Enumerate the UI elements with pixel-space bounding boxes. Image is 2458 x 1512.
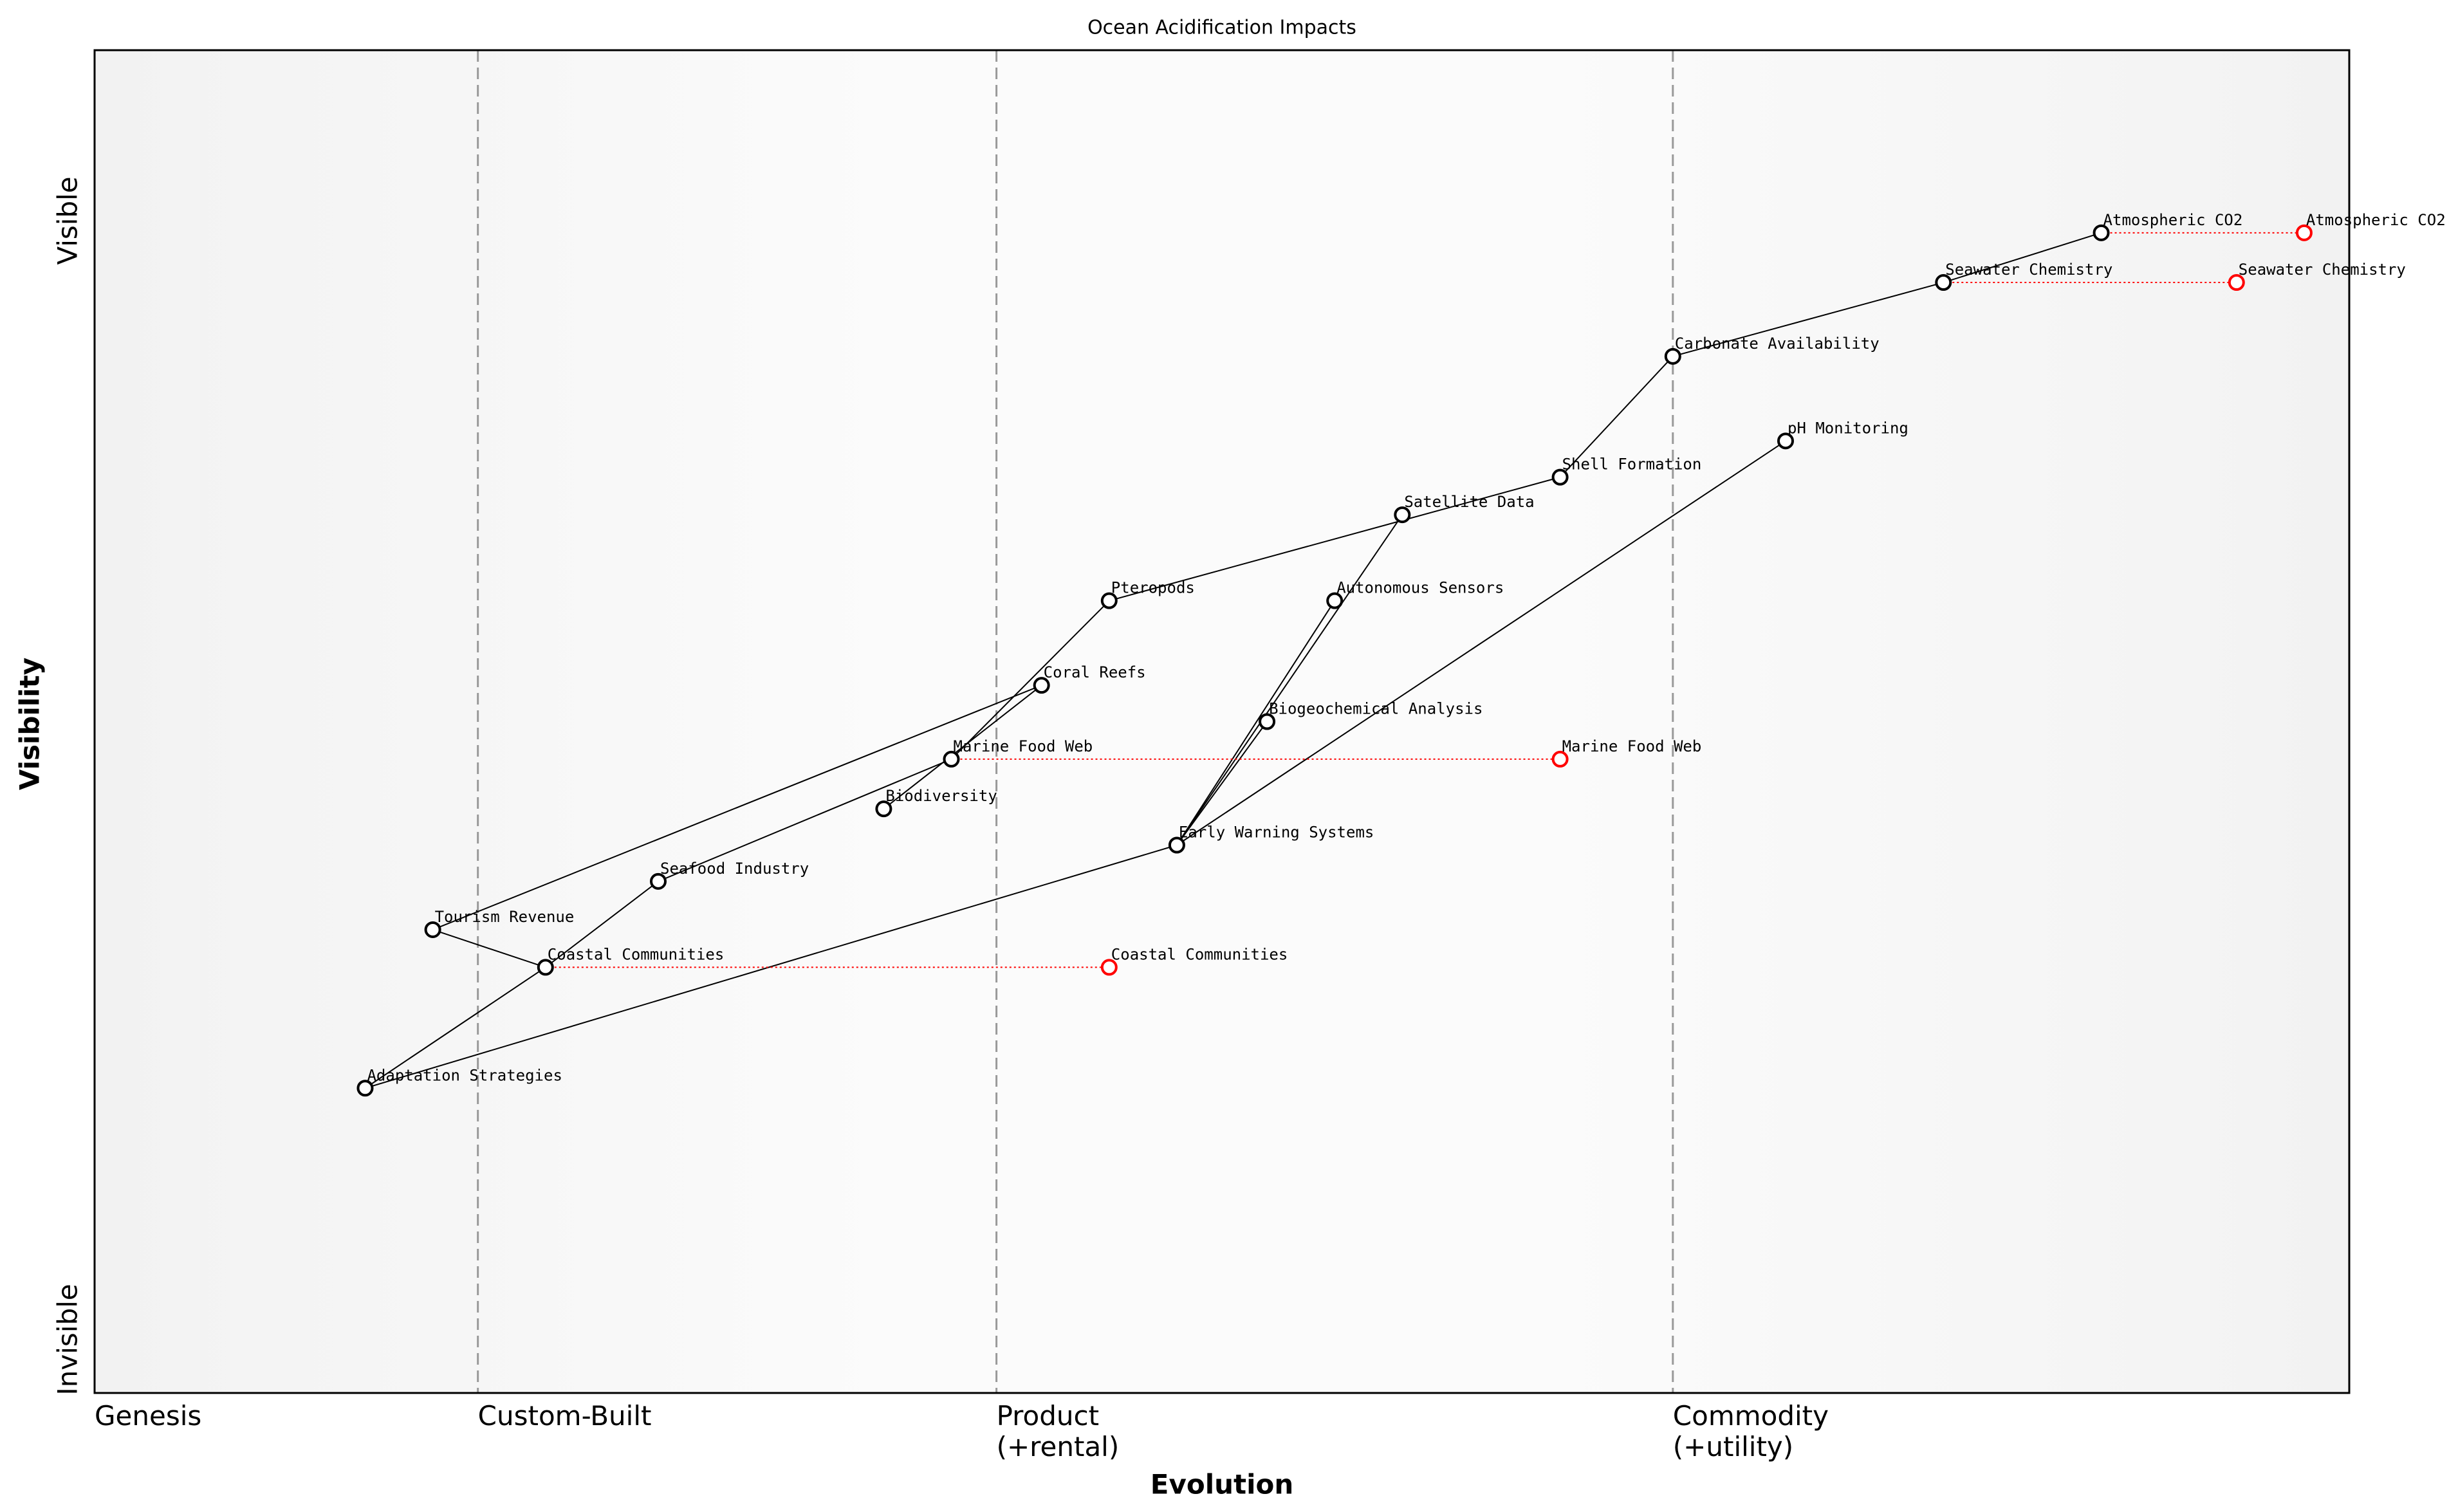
component	[1100, 592, 1118, 609]
component	[1259, 713, 1276, 730]
component-label: Carbonate Availability	[1675, 335, 1880, 353]
y-end-label: Visible	[52, 176, 84, 264]
component-label: Adaptation Strategies	[367, 1066, 562, 1084]
dependency-link	[1559, 356, 1674, 478]
component-label: Biodiversity	[885, 787, 997, 805]
evolution-target	[1100, 959, 1118, 976]
dependency-link	[365, 844, 1178, 1089]
dependency-link	[883, 685, 1042, 809]
evolution-label: Atmospheric CO2	[2306, 211, 2446, 229]
evolution-target	[2228, 274, 2245, 291]
component-label: Marine Food Web	[954, 737, 1093, 755]
plot-background	[95, 50, 2349, 1393]
evolution-label: Coastal Communities	[1111, 945, 1288, 963]
component	[356, 1080, 374, 1097]
y-end-label: Invisible	[52, 1284, 84, 1395]
dependency-link	[1176, 721, 1268, 846]
component	[424, 921, 441, 938]
component-label: Satellite Data	[1404, 493, 1534, 511]
dependency-link	[364, 966, 546, 1089]
x-tick-label: Product (+rental)	[997, 1400, 1120, 1462]
dependency-link	[432, 929, 546, 968]
evolution-label: Seawater Chemistry	[2239, 261, 2406, 279]
x-tick-label-line: Genesis	[95, 1400, 201, 1432]
component	[875, 800, 892, 818]
x-tick-label-line: Commodity	[1673, 1400, 1829, 1432]
dependency-link	[1109, 476, 1560, 602]
component-label: Coastal Communities	[548, 945, 725, 963]
component	[1777, 432, 1794, 450]
component-label: pH Monitoring	[1788, 419, 1908, 437]
dependency-link	[432, 685, 1042, 930]
component	[1551, 468, 1569, 486]
x-tick-label-line: Product	[997, 1400, 1099, 1432]
x-tick-label-line: Custom-Built	[478, 1400, 652, 1432]
dependency-link	[658, 759, 952, 882]
map-layer: Atmospheric CO2 Seawater Chemistry Marine …	[356, 50, 2446, 1393]
x-tick-label: Custom-Built	[478, 1400, 652, 1432]
plot-frame	[93, 49, 2351, 1394]
component-label: Coral Reefs	[1044, 663, 1146, 681]
component	[1033, 677, 1050, 694]
dependency-link	[1672, 282, 1944, 357]
evolution-target	[1551, 750, 1569, 768]
evolution-target	[2295, 224, 2313, 241]
component	[1664, 347, 1681, 365]
component	[943, 750, 960, 768]
component	[1935, 274, 1952, 291]
component	[537, 959, 554, 976]
component	[650, 872, 667, 890]
x-tick-label-line: (+rental)	[997, 1431, 1120, 1462]
component	[1394, 506, 1411, 524]
dependency-link	[545, 881, 659, 968]
x-tick-label: Commodity (+utility)	[1673, 1400, 1829, 1462]
dependency-link	[1176, 440, 1786, 846]
component-label: Tourism Revenue	[435, 908, 575, 926]
x-tick-label: Genesis	[95, 1400, 201, 1432]
dependency-link	[1943, 232, 2102, 284]
component-label: Pteropods	[1111, 579, 1195, 597]
chart-title: Ocean Acidification Impacts	[1087, 17, 1356, 39]
component	[1168, 836, 1185, 854]
x-tick-label-line: (+utility)	[1673, 1431, 1793, 1462]
component-label: Biogeochemical Analysis	[1269, 700, 1483, 718]
component	[1326, 592, 1344, 609]
x-axis-title: Evolution	[1150, 1469, 1293, 1500]
component-label: Seafood Industry	[660, 860, 809, 878]
component-label: Seawater Chemistry	[1945, 261, 2112, 279]
evolution-label: Marine Food Web	[1562, 737, 1702, 755]
dependency-link	[1176, 514, 1403, 846]
component-label: Shell Formation	[1562, 456, 1702, 474]
component-label: Atmospheric CO2	[2103, 211, 2243, 229]
component-label: Autonomous Sensors	[1336, 579, 1504, 597]
dependency-link	[1176, 600, 1336, 846]
component-label: Early Warning Systems	[1179, 824, 1374, 842]
component	[2093, 224, 2110, 241]
y-axis-title: Visibility	[14, 658, 46, 790]
dependency-link	[950, 600, 1110, 760]
